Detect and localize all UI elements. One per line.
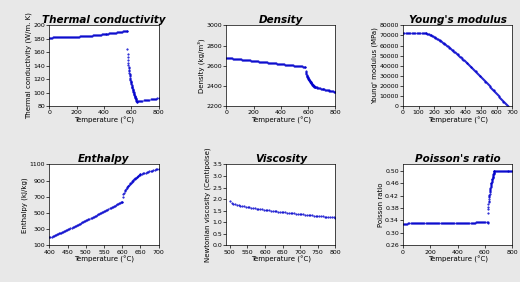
Title: Density: Density bbox=[258, 15, 303, 25]
Y-axis label: Poisson ratio: Poisson ratio bbox=[378, 183, 384, 227]
Y-axis label: Density (kg/m³): Density (kg/m³) bbox=[198, 39, 205, 93]
X-axis label: Temperature (°C): Temperature (°C) bbox=[74, 256, 134, 263]
Title: Thermal conductivity: Thermal conductivity bbox=[42, 15, 166, 25]
Title: Enthalpy: Enthalpy bbox=[78, 154, 129, 164]
Title: Viscosity: Viscosity bbox=[255, 154, 307, 164]
Title: Poisson's ratio: Poisson's ratio bbox=[415, 154, 500, 164]
X-axis label: Temperature (°C): Temperature (°C) bbox=[74, 117, 134, 124]
Y-axis label: Newtonian viscosity (Centipoise): Newtonian viscosity (Centipoise) bbox=[204, 147, 211, 262]
Title: Young's modulus: Young's modulus bbox=[409, 15, 506, 25]
X-axis label: Temperature (°C): Temperature (°C) bbox=[427, 256, 488, 263]
Y-axis label: Thermal conductivity (W/m. K): Thermal conductivity (W/m. K) bbox=[25, 12, 32, 119]
Y-axis label: Young' modulus (MPa): Young' modulus (MPa) bbox=[371, 27, 378, 104]
X-axis label: Temperature (°C): Temperature (°C) bbox=[251, 117, 311, 124]
X-axis label: Temperature (°C): Temperature (°C) bbox=[427, 117, 488, 124]
X-axis label: Temperature (°C): Temperature (°C) bbox=[251, 256, 311, 263]
Y-axis label: Enthalpy (kJ/kg): Enthalpy (kJ/kg) bbox=[22, 177, 29, 233]
